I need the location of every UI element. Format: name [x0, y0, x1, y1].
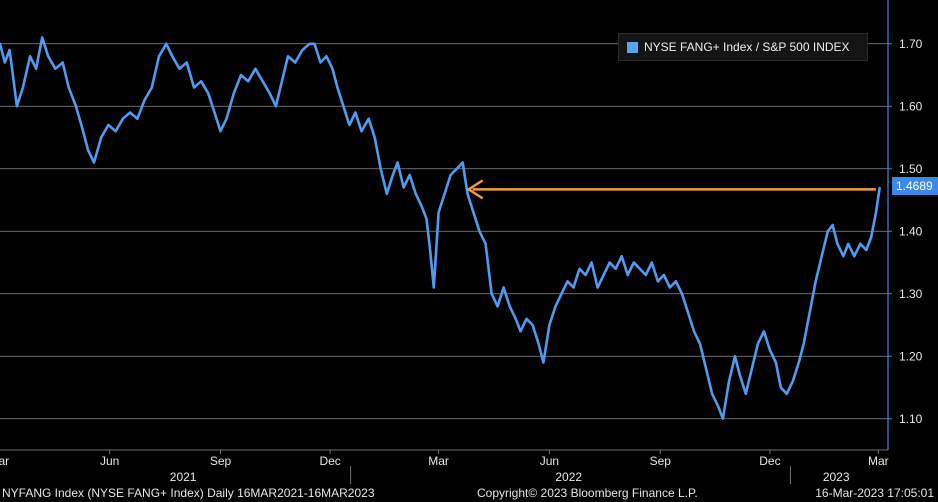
legend-label: NYSE FANG+ Index / S&P 500 INDEX	[644, 40, 850, 54]
footer-timestamp: 16-Mar-2023 17:05:01	[815, 486, 934, 500]
x-tick-label: Dec	[759, 454, 780, 468]
footer: NYFANG Index (NYSE FANG+ Index) Daily 16…	[0, 484, 938, 502]
y-tick-label: 1.70	[899, 37, 923, 51]
chart-canvas: 1.10 1.20 1.30 1.40 1.50 1.60 1.70 Mar Jun Sep Dec…	[0, 0, 923, 484]
series-layer	[0, 36, 881, 420]
x-tick-label: Jun	[540, 454, 559, 468]
legend: NYSE FANG+ Index / S&P 500 INDEX	[618, 33, 868, 61]
x-tick-label: Mar	[868, 454, 889, 468]
x-tick-label: Mar	[428, 454, 449, 468]
annotation-layer	[466, 179, 876, 200]
series-line	[0, 36, 881, 420]
x-tick-label: Mar	[0, 454, 9, 468]
y-tick-label: 1.30	[899, 287, 923, 301]
grid-lines	[0, 43, 888, 420]
last-value-badge: 1.4689	[892, 177, 938, 195]
y-tick-label: 1.50	[899, 162, 923, 176]
y-tick-label: 1.10	[899, 412, 923, 426]
annotation-arrow-head	[466, 179, 484, 200]
y-tick-label: 1.20	[899, 349, 923, 363]
x-tick-label: Sep	[210, 454, 232, 468]
year-label: 2023	[823, 470, 850, 484]
legend-swatch	[627, 41, 638, 53]
x-tick-label: Dec	[319, 454, 340, 468]
y-tick-label: 1.60	[899, 99, 923, 113]
x-tick-label: Jun	[100, 454, 119, 468]
footer-ticker-info: NYFANG Index (NYSE FANG+ Index) Daily 16…	[2, 486, 375, 500]
x-tick-label: Sep	[650, 454, 672, 468]
y-tick-label: 1.40	[899, 224, 923, 238]
axes: 1.10 1.20 1.30 1.40 1.50 1.60 1.70 Mar Jun Sep Dec…	[0, 0, 923, 484]
year-label: 2021	[170, 470, 197, 484]
footer-copyright: Copyright© 2023 Bloomberg Finance L.P.	[477, 486, 698, 500]
year-label: 2022	[555, 470, 582, 484]
